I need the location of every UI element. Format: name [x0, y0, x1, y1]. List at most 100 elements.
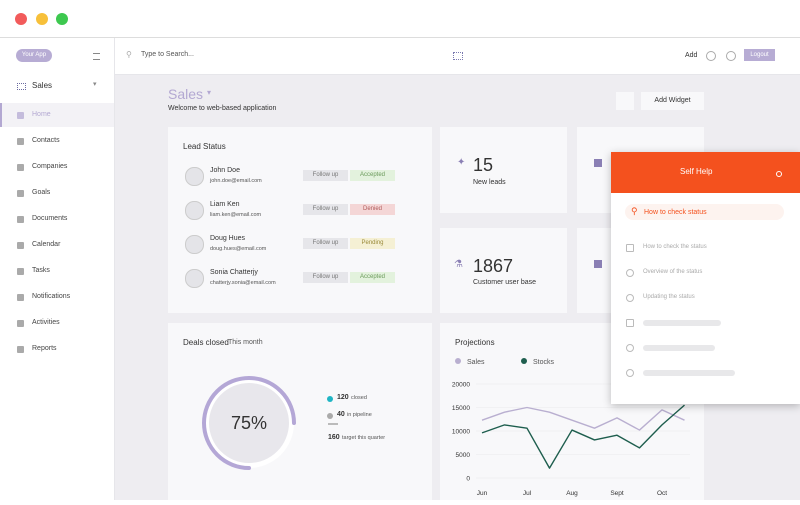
legend-marker [455, 358, 461, 364]
status-badge: Accepted [350, 170, 395, 181]
stat-value: 15 [473, 155, 494, 175]
follow-up-button[interactable]: Follow up [303, 272, 348, 283]
help-icon [626, 369, 634, 377]
help-icon [626, 319, 634, 327]
stat-icon [594, 159, 602, 167]
panel-search-text[interactable]: How to check status [644, 209, 707, 216]
y-tick-label: 15000 [452, 405, 470, 412]
help-icon [626, 344, 634, 352]
donut-center [209, 383, 289, 463]
donut-label: 75% [231, 413, 267, 433]
help-placeholder [643, 370, 735, 376]
legend-marker [521, 358, 527, 364]
theme-icon[interactable] [706, 51, 716, 61]
x-tick-label: Aug [566, 490, 578, 497]
nav-item[interactable]: Home [32, 111, 51, 118]
legend-marker [328, 423, 338, 425]
panel-header [611, 152, 800, 193]
section-caret[interactable]: ▾ [93, 81, 97, 88]
profile-icon[interactable] [726, 51, 736, 61]
stat-value: 1867 [473, 256, 514, 276]
minimize-button[interactable] [36, 13, 48, 25]
panel-close[interactable] [776, 171, 782, 177]
deals-card: Deals closed This month 75% 120 closed 40 i… [168, 323, 432, 500]
download-button[interactable] [616, 92, 634, 110]
card-title: Deals closed [183, 338, 229, 347]
section-icon [17, 83, 26, 90]
x-tick-label: Oct [657, 490, 667, 497]
panel-search[interactable] [625, 204, 784, 220]
deal-label: target this quarter [342, 435, 386, 441]
help-placeholder [643, 320, 721, 326]
avatar [185, 269, 204, 288]
x-tick-label: Jul [523, 490, 532, 497]
follow-up-button[interactable]: Follow up [303, 170, 348, 181]
deal-count: 120 [337, 394, 349, 401]
top-bar: ⚲ Type to Search... Add Logout [115, 38, 800, 75]
nav-item[interactable]: Companies [32, 163, 68, 170]
nav-icon [17, 216, 24, 223]
nav-item[interactable]: Documents [32, 215, 68, 222]
follow-up-button[interactable]: Follow up [303, 238, 348, 249]
stat-label: New leads [473, 179, 506, 186]
logout-button[interactable]: Logout [744, 49, 775, 61]
add-widget-button[interactable]: Add Widget [641, 92, 704, 110]
line-chart: Projections Sales Stocks 0 5000 10000 15000 200… [452, 338, 690, 497]
stat-icon [594, 260, 602, 268]
lead-email: john.doe@email.com [210, 178, 262, 184]
section-title[interactable]: Sales [32, 81, 53, 90]
follow-up-button[interactable]: Follow up [303, 204, 348, 215]
y-tick-label: 5000 [456, 452, 471, 459]
help-icon [626, 269, 634, 277]
legend-marker [327, 413, 333, 419]
title-caret[interactable]: ▾ [207, 88, 212, 97]
search-icon: ⚲ [631, 206, 638, 216]
stat-label: Customer user base [473, 279, 537, 286]
nav-item[interactable]: Reports [32, 345, 57, 352]
avatar [185, 235, 204, 254]
search-input[interactable]: Type to Search... [141, 51, 194, 58]
nav-item[interactable]: Activities [32, 319, 60, 326]
maximize-button[interactable] [56, 13, 68, 25]
y-tick-label: 20000 [452, 382, 470, 389]
legend-label: Stocks [533, 359, 555, 366]
nav-item[interactable]: Goals [32, 189, 51, 196]
close-button[interactable] [15, 13, 27, 25]
lead-name: Liam Ken [210, 201, 240, 208]
nav-item[interactable]: Tasks [32, 267, 50, 274]
status-badge: Accepted [350, 272, 395, 283]
self-help-panel: Self Help ⚲ How to check status How to c… [611, 152, 800, 404]
page-subtitle: Welcome to web-based application [168, 105, 277, 112]
window-titlebar [0, 0, 800, 38]
lead-name: Doug Hues [210, 235, 246, 242]
donut-chart: 75% [202, 376, 296, 470]
avatar [185, 201, 204, 220]
nav-item[interactable]: Notifications [32, 293, 71, 300]
status-badge: Denied [350, 204, 395, 215]
help-link[interactable]: Updating the status [643, 294, 695, 300]
add-button[interactable]: Add [685, 52, 698, 59]
help-placeholder [643, 345, 715, 351]
stat-card: ✦ 15 New leads [440, 127, 567, 213]
lead-name: Sonia Chatterjy [210, 269, 258, 276]
page-title: Sales [168, 86, 204, 102]
app-logo[interactable]: Your App [16, 49, 52, 62]
line-series [481, 404, 685, 469]
legend-label: Sales [467, 359, 485, 366]
nav-item[interactable]: Calendar [32, 241, 61, 248]
nav-icon [17, 320, 24, 327]
nav-item[interactable]: Contacts [32, 137, 60, 144]
x-tick-label: Jun [477, 490, 488, 497]
card-period: This month [228, 339, 263, 346]
nav-icon [17, 112, 24, 119]
lead-email: liam.ken@email.com [210, 212, 262, 218]
nav-active-bar [0, 103, 2, 127]
status-badge: Pending [350, 238, 395, 249]
help-icon [626, 294, 634, 302]
help-link[interactable]: Overview of the status [643, 269, 703, 275]
apps-icon[interactable] [453, 52, 463, 60]
stat-icon: ⚗ [454, 259, 463, 270]
help-link[interactable]: How to check the status [643, 244, 707, 250]
menu-icon[interactable] [93, 53, 100, 60]
stat-card: ⚗ 1867 Customer user base [440, 228, 567, 313]
